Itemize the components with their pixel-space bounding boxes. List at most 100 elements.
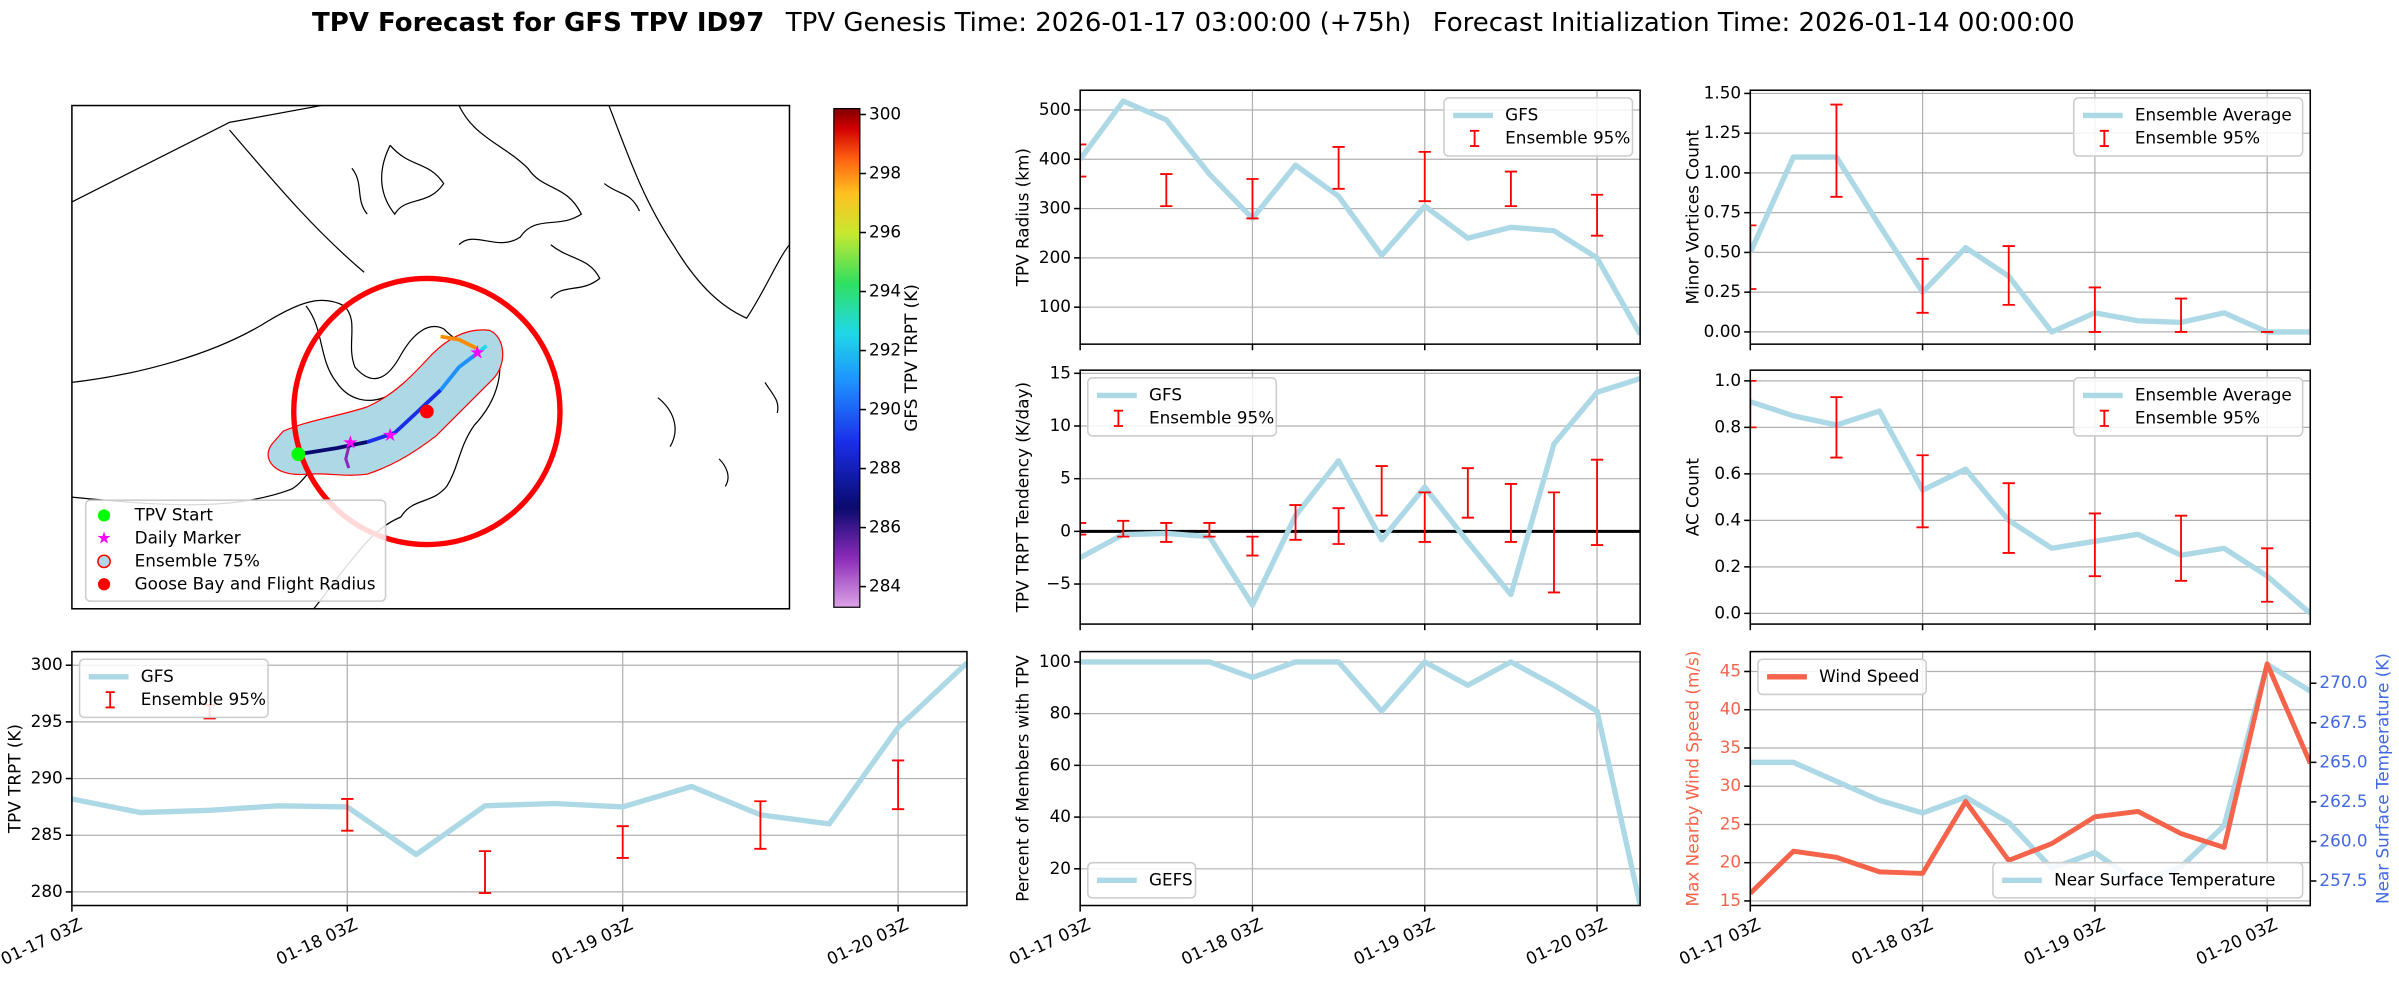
error-bar [2174,514,2188,582]
legend-label: TPV Start [134,504,214,524]
error-bar [1504,483,1518,543]
y-axis-label: Percent of Members with TPV [1013,655,1033,902]
axes-frame [1749,89,2312,345]
y-axis-label: TPV TRPT Tendency (K/day) [1013,382,1033,613]
y-tick-label: 20 [1720,852,1741,872]
series-layer [1080,659,1641,906]
series-layer [1750,379,2311,616]
colorbar [833,107,861,608]
series-line [1750,661,2311,896]
y-tick-label: 285 [31,824,63,844]
error-bar [1375,465,1388,517]
legend-label: Ensemble 95% [2135,407,2260,427]
error-bar [616,825,629,859]
track [366,388,442,444]
y-tick-label: 15 [1720,890,1741,910]
error-bar [1916,454,1929,529]
ensemble-area [267,329,504,476]
y-tick-label: 60 [1050,754,1071,774]
track [298,440,368,457]
y-tick-label: 200 [1039,247,1071,267]
y-axis-label: Max Nearby Wind Speed (m/s) [1683,651,1703,907]
legend-swatch [105,691,115,709]
legend-swatch [1113,409,1124,427]
x-tick-label: 01-19 03Z [1350,914,1437,969]
error-bar [1080,522,1087,536]
error-bar [1418,150,1431,203]
legend-label: GFS [1149,384,1182,404]
legend-label: GFS [141,666,174,686]
series-line [1080,659,1641,906]
legend-label: Ensemble 95% [1149,407,1274,427]
legend-label: Ensemble Average [2135,104,2292,124]
error-bar [2261,547,2274,603]
error-bar [478,850,492,894]
x-tick-label: 01-20 03Z [1523,914,1610,969]
y-tick-label: 35 [1720,737,1741,757]
error-bar [2174,297,2188,333]
chart-panel: 0.00 0.25 0.50 0.75 1.00 1.25 1.50 Minor Vortic… [1683,82,2312,351]
daily-marker: ★ [469,342,485,363]
legend-label: Daily Marker [135,527,241,547]
legend-label: Ensemble 95% [1505,127,1630,147]
y-tick-label: 1.0 [1714,370,1741,390]
legend: Near Surface Temperature [1992,861,2304,899]
track [476,344,488,355]
x-tick-label: 01-18 03Z [1178,914,1265,969]
legend-marker: ★ [96,527,111,547]
axes-frame [1079,369,1641,625]
y-tick-label: 20 [1050,858,1071,878]
legend-box [1757,658,1928,696]
figure-title: TPV Forecast for GFS TPV ID97 TPV Genesis… [312,7,2075,37]
error-bar [1332,507,1345,545]
colorbar-tick-label: 294 [869,281,901,301]
y-tick-label: 30 [1720,775,1741,795]
track [439,351,479,392]
error-bar [2002,482,2015,554]
series-layer [71,660,967,894]
map-legend: TPV Start ★ Daily Marker Ensemble 75% Go… [84,499,387,602]
x-tick-label: 01-18 03Z [273,914,360,969]
x-tick-label: 01-17 03Z [0,914,85,969]
legend-box [2072,97,2304,157]
series-line [71,660,967,858]
legend-box [1087,377,1278,437]
y-tick-label: 0.25 [1704,281,1741,301]
y-tick-label: 400 [1039,148,1071,168]
legend-swatch [2099,409,2109,427]
legend: Ensemble Average Ensemble 95% [2072,377,2304,437]
colorbar-tick-label: 290 [869,399,901,419]
y-tick-label: 45 [1720,660,1741,680]
flight-radius [291,275,563,548]
error-bar [1830,396,1843,459]
error-bar [2088,512,2102,578]
legend-box [1992,861,2304,899]
colorbar-tick-label: 286 [869,517,901,537]
y-tick-label: 0.0 [1714,602,1741,622]
x-tick-label: 01-20 03Z [824,914,911,969]
colorbar-tick-label: 288 [869,458,901,478]
y-tick-label: 10 [1050,415,1071,435]
y-tick-label: −5 [1046,573,1071,593]
y-tick-label: 290 [31,768,63,788]
legend-label: Ensemble 95% [2135,127,2260,147]
series-layer [1750,661,2311,896]
chart-panel: 01-17 03Z 01-18 03Z 01-19 03Z 01-20 03Z 280 2… [0,650,968,969]
y2-axis-label: Near Surface Temperature (K) [2373,653,2393,904]
error-bar [1332,146,1345,190]
colorbar-tick-label: 284 [869,576,901,596]
y2-tick-label: 262.5 [2319,791,2367,811]
error-bar [1117,519,1130,538]
error-bar [1160,522,1173,543]
chart-panel: −5 0 5 10 15 TPV TRPT Tendency (K/day) GFS Ense… [1013,362,1641,631]
y2-tick-label: 257.5 [2319,870,2367,890]
y-tick-label: 15 [1050,362,1071,382]
axes-frame [71,650,968,907]
legend-box [1087,861,1197,899]
y-axis-label: TPV Radius (km) [1013,148,1033,287]
colorbar-label: GFS TPV TRPT (K) [901,284,921,432]
chart-panel: 0.0 0.2 0.4 0.6 0.8 1.0 AC Count Ensemble Avera… [1683,369,2312,631]
error-bar [1750,379,1757,429]
map-frame [71,104,791,610]
title-genesis: TPV Genesis Time: 2026-01-17 03:00:00 (+… [785,7,1412,37]
